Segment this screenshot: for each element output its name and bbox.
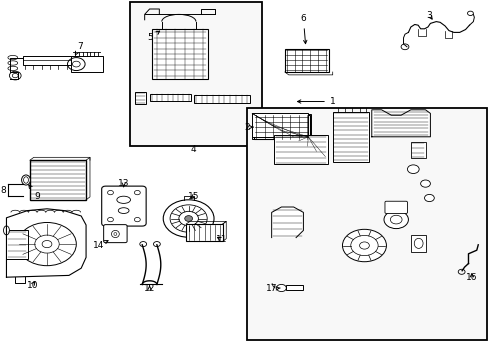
Bar bbox=[410, 142, 425, 158]
Text: 10: 10 bbox=[26, 281, 38, 289]
Circle shape bbox=[383, 211, 407, 229]
Text: 5: 5 bbox=[147, 31, 159, 42]
Text: 9: 9 bbox=[29, 185, 40, 201]
Text: 14: 14 bbox=[92, 240, 108, 250]
Text: 2: 2 bbox=[244, 123, 252, 132]
Circle shape bbox=[342, 229, 386, 262]
Bar bbox=[71, 56, 103, 72]
Text: 11: 11 bbox=[215, 235, 226, 244]
Bar bbox=[152, 29, 208, 79]
Text: 16: 16 bbox=[465, 274, 477, 282]
Text: 12: 12 bbox=[143, 284, 155, 293]
FancyBboxPatch shape bbox=[103, 225, 127, 243]
Text: 8: 8 bbox=[0, 186, 6, 195]
Bar bbox=[247, 108, 486, 340]
Bar bbox=[186, 224, 223, 241]
Text: 1: 1 bbox=[297, 97, 335, 106]
Bar bbox=[22, 56, 101, 65]
Circle shape bbox=[140, 242, 146, 247]
Circle shape bbox=[18, 222, 76, 266]
Circle shape bbox=[184, 216, 192, 221]
Bar bbox=[410, 235, 426, 252]
FancyBboxPatch shape bbox=[384, 201, 407, 213]
Text: 13: 13 bbox=[118, 179, 129, 188]
Text: 17: 17 bbox=[265, 284, 280, 293]
Circle shape bbox=[153, 242, 160, 247]
Text: 4: 4 bbox=[190, 145, 196, 154]
Bar bbox=[285, 285, 302, 290]
Bar bbox=[252, 114, 310, 139]
Text: 3: 3 bbox=[426, 11, 431, 20]
Polygon shape bbox=[6, 209, 86, 277]
Bar bbox=[30, 160, 86, 200]
Bar bbox=[252, 113, 307, 137]
Text: 6: 6 bbox=[300, 14, 306, 44]
Circle shape bbox=[163, 200, 214, 237]
Ellipse shape bbox=[21, 175, 30, 185]
Bar bbox=[193, 95, 249, 103]
FancyBboxPatch shape bbox=[102, 186, 146, 226]
Polygon shape bbox=[271, 207, 303, 238]
Bar bbox=[135, 92, 145, 104]
Bar bbox=[332, 112, 368, 162]
Circle shape bbox=[420, 180, 429, 187]
Text: 15: 15 bbox=[187, 192, 199, 201]
Bar bbox=[274, 135, 327, 164]
Bar bbox=[130, 2, 262, 146]
Bar bbox=[253, 115, 309, 139]
Bar bbox=[6, 230, 28, 259]
Circle shape bbox=[424, 194, 433, 202]
Circle shape bbox=[407, 165, 418, 174]
Circle shape bbox=[276, 284, 286, 292]
Bar bbox=[285, 49, 328, 72]
Text: 7: 7 bbox=[75, 42, 82, 55]
Ellipse shape bbox=[3, 226, 9, 235]
Bar bbox=[149, 94, 191, 101]
Polygon shape bbox=[371, 110, 429, 137]
